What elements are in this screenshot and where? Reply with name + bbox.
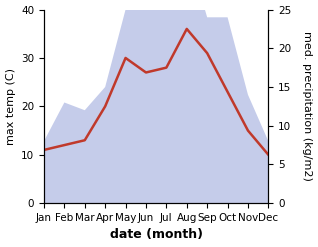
Y-axis label: max temp (C): max temp (C) (5, 68, 16, 145)
Y-axis label: med. precipitation (kg/m2): med. precipitation (kg/m2) (302, 31, 313, 181)
X-axis label: date (month): date (month) (110, 228, 203, 242)
